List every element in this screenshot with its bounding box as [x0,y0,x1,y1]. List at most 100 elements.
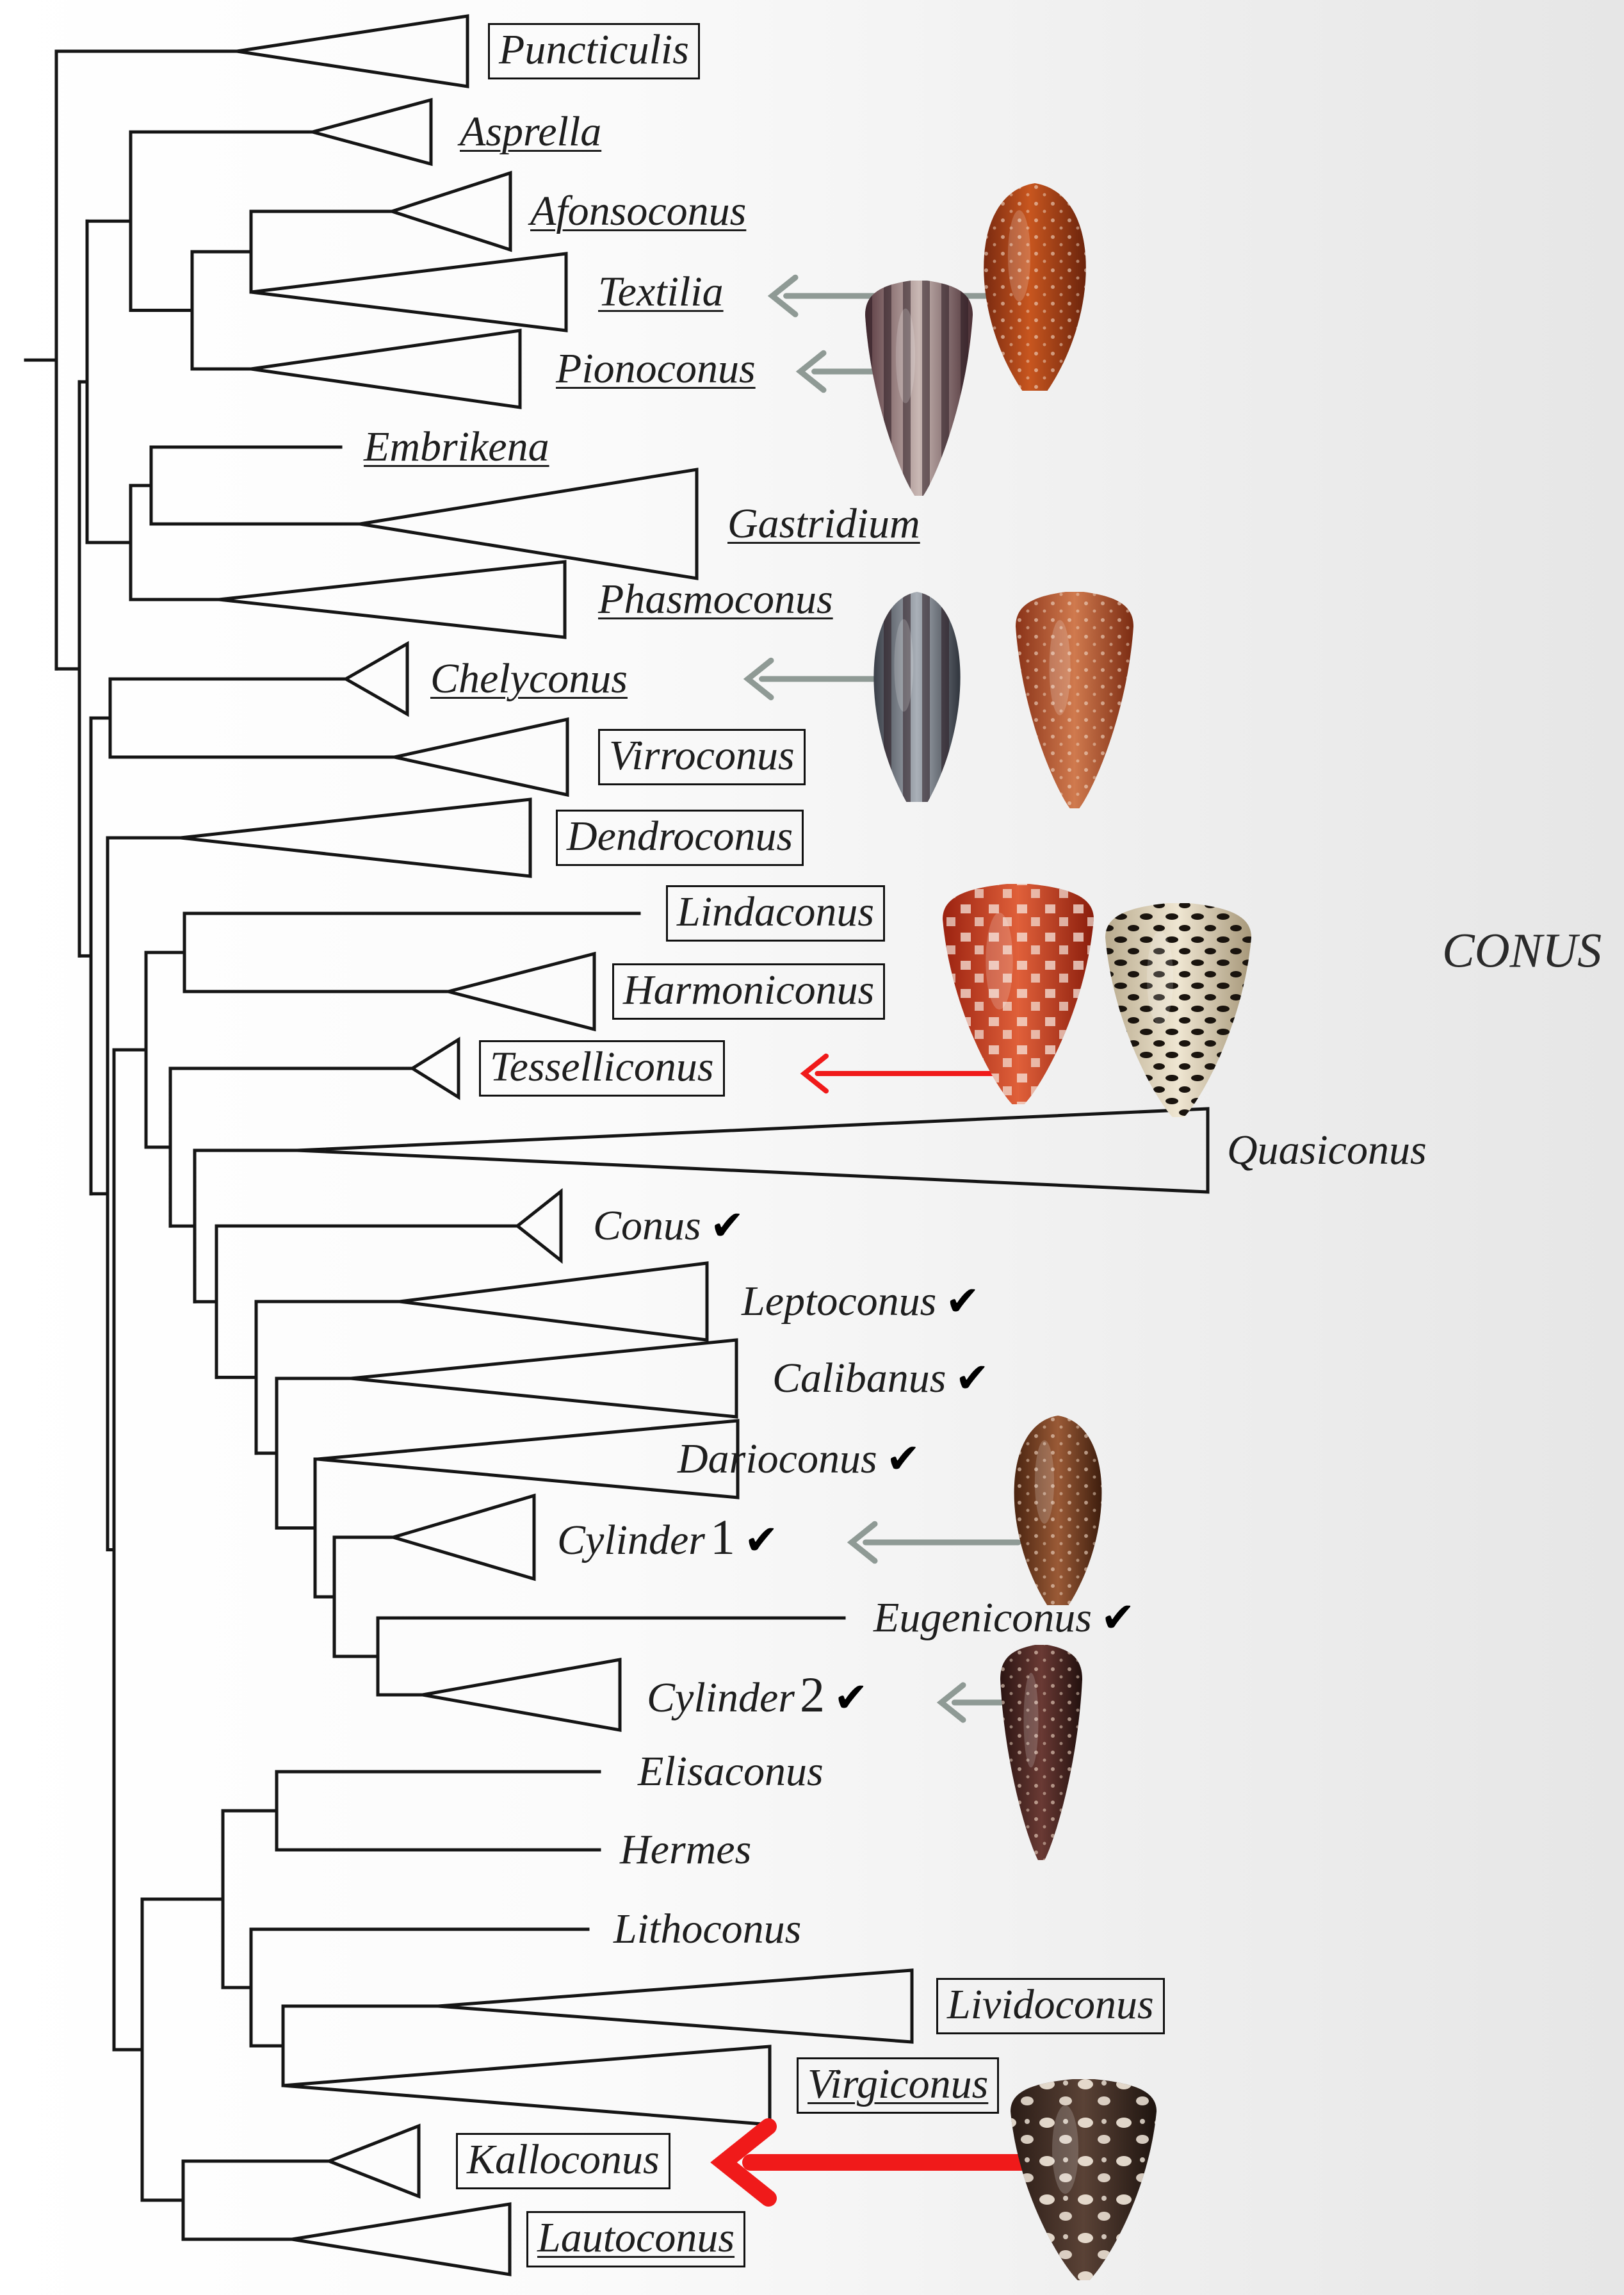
taxon-name: Calibanus [772,1355,946,1401]
taxon-label: Puncticulis [488,23,700,79]
taxon-name: Puncticulis [488,23,700,79]
collapsed-clade-triangle [437,1968,914,2044]
taxon-label: Virroconus [598,729,806,785]
taxon-label: Cylinder 2 ✔ [647,1670,868,1720]
checkmark-icon: ✔ [710,1202,745,1250]
taxon-name: Asprella [460,108,602,155]
clade-label-conus: CONUS [1442,924,1602,978]
cone-shell-red-tessellated [943,884,1094,1104]
taxon-name: Darioconus [678,1435,877,1482]
taxon-name: Leptoconus [742,1278,937,1325]
collapsed-clade-triangle [282,2045,772,2127]
collapsed-clade-triangle [180,797,532,878]
taxon-number: 2 [799,1667,825,1722]
taxon-label: Textilia [598,271,724,313]
taxon-name: Lithoconus [613,1906,802,1952]
collapsed-clade-triangle [359,468,699,580]
taxon-name: Embrikena [364,423,549,470]
cone-shell-rust-mottled [1016,592,1133,808]
taxon-label: Eugeniconus ✔ [873,1597,1135,1639]
taxon-name: Chelyconus [430,655,628,702]
taxon-name: Virgiconus [797,2057,1000,2114]
collapsed-clade-triangle [350,1338,738,1419]
taxon-label: Cylinder 1 ✔ [557,1512,779,1562]
taxon-label: Conus ✔ [593,1205,744,1247]
arrow-to-cylinder-1 [847,1521,1021,1564]
collapsed-clade-triangle [250,252,568,332]
checkmark-icon: ✔ [833,1674,868,1722]
taxon-label: Quasiconus [1227,1129,1427,1172]
collapsed-clade-triangle [442,951,596,1032]
taxon-name: Elisaconus [638,1748,824,1795]
taxon-name: Hermes [620,1826,752,1873]
cone-shell-brown-tented [1014,1416,1102,1605]
collapsed-clade-triangle [409,1036,460,1100]
collapsed-clade-triangle [291,2202,512,2276]
collapsed-clade-triangle [296,1107,1210,1194]
checkmark-icon: ✔ [955,1355,990,1402]
collapsed-clade-triangle [514,1188,563,1264]
collapsed-clade-triangle [422,1658,622,1732]
taxon-label: Hermes [620,1829,751,1871]
arrow-to-chelyconus [743,657,886,701]
tree-branches [24,14,1210,2276]
taxon-name: Pionoconus [556,345,756,392]
cone-shell-purple-striped [865,281,973,496]
taxon-label: Lividoconus [936,1978,1165,2034]
checkmark-icon: ✔ [743,1517,779,1564]
taxon-name: Lindaconus [666,885,886,942]
arrow-to-kalloconus [710,2118,1039,2207]
taxon-label: Darioconus ✔ [678,1438,920,1480]
taxon-label: Asprella [460,111,601,153]
taxon-name: Harmoniconus [612,963,886,1020]
checkmark-icon: ✔ [1100,1594,1135,1642]
taxon-name: Conus [593,1202,701,1249]
cone-shell-orange-banded [984,183,1086,391]
taxon-label: Tesselliconus [479,1040,725,1097]
taxon-label: Phasmoconus [598,578,833,621]
collapsed-clade-triangle [386,170,512,252]
taxon-label: Pionoconus [556,348,756,390]
taxon-name: Lividoconus [936,1978,1165,2034]
taxon-name: Dendroconus [556,810,804,866]
collapsed-clade-triangle [342,641,409,717]
taxon-name: Quasiconus [1227,1127,1427,1173]
taxon-label: Calibanus ✔ [772,1357,989,1400]
taxon-name: Cylinder 1 [557,1509,735,1565]
collapsed-clade-triangle [394,717,569,797]
taxon-label: Dendroconus [556,810,804,866]
cone-shell-black-white-blotched [1011,2079,1157,2280]
collapsed-clade-triangle [399,1261,709,1342]
collapsed-clade-triangle [250,329,522,409]
cone-shell-dark-slender [1000,1645,1082,1860]
taxon-label: Lithoconus [613,1908,801,1950]
taxon-label: Gastridium [727,503,920,545]
cone-shell-gray-striped [873,592,961,802]
taxon-name: Gastridium [727,500,920,547]
taxon-name: Virroconus [598,729,806,785]
taxon-label: Lindaconus [666,885,886,942]
checkmark-icon: ✔ [886,1435,921,1483]
taxon-label: Kalloconus [456,2133,670,2189]
taxon-name: Eugeniconus [873,1594,1092,1641]
taxon-name: Cylinder 2 [647,1667,825,1722]
taxon-number: 1 [710,1509,735,1565]
checkmark-icon: ✔ [945,1278,980,1325]
arrow-to-tesselliconus [800,1053,1002,1094]
taxon-label: Elisaconus [638,1751,824,1793]
cone-shell-leopard [1105,903,1251,1117]
collapsed-clade-triangle [306,97,433,167]
taxon-label: Afonsoconus [530,190,746,233]
taxon-name: Tesselliconus [479,1040,725,1097]
collapsed-clade-triangle [325,2123,421,2199]
collapsed-clade-triangle [218,560,567,639]
taxon-label: Lautoconus [526,2211,746,2267]
taxon-name: Kalloconus [456,2133,670,2189]
taxon-label: Embrikena [364,426,549,468]
collapsed-clade-triangle [236,14,469,88]
shell-images [865,183,1251,2280]
taxon-name: Phasmoconus [598,576,833,623]
collapsed-clade-triangle [387,1493,536,1581]
collapsed-clade-triangle [317,1419,740,1499]
